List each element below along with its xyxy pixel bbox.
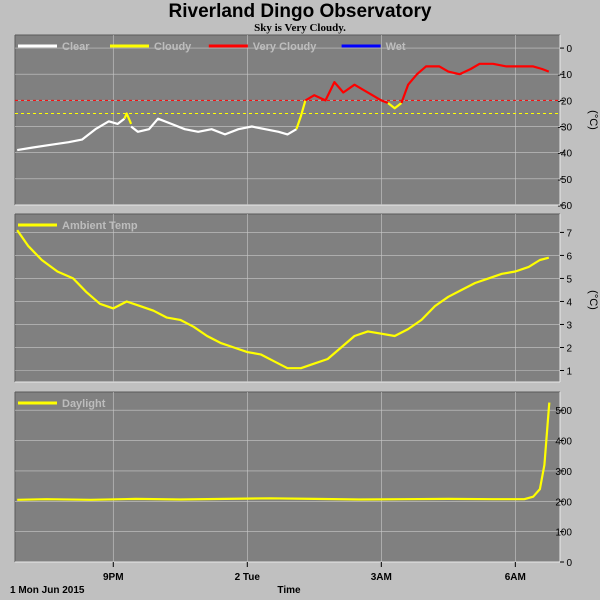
- y-tick-label: 2: [566, 343, 572, 354]
- legend-label-wet: Wet: [386, 41, 406, 53]
- plot-area: [15, 214, 560, 382]
- x-axis-date-label: 1 Mon Jun 2015: [10, 585, 85, 596]
- series-line-cloudy: [295, 100, 307, 130]
- legend-label-ambient-temp: Ambient Temp: [62, 220, 138, 232]
- y-tick-label: 400: [555, 437, 572, 448]
- y-tick-label: 7: [566, 228, 572, 239]
- series-line-cloudy: [123, 112, 133, 125]
- series-line-very-cloudy: [400, 62, 550, 104]
- y-tick-label: 100: [555, 528, 572, 539]
- y-tick-label: 3: [566, 320, 572, 331]
- panel-daylight: 0 100 200 300 400 500 Daylight: [14, 391, 572, 569]
- legend-label-daylight: Daylight: [62, 398, 106, 410]
- y-tick-label: -30: [558, 123, 573, 134]
- series-line-daylight: [17, 402, 551, 501]
- x-axis: 9PM 2 Tue 3AM 6AM 1 Mon Jun 2015 Time: [10, 562, 526, 596]
- y-tick-label: -10: [558, 70, 573, 81]
- y-tick-label: 1: [566, 366, 572, 377]
- y-tick-label: -20: [558, 96, 573, 107]
- series-line-very-cloudy: [304, 80, 389, 105]
- y-tick-label: 500: [555, 406, 572, 417]
- panel-sky: 0 -10 -20 -30 -40 -50 -60 (°C) Clear Cloudy Very C…: [14, 34, 599, 212]
- plot-area: [15, 392, 560, 562]
- y-axis-unit-label: (°C): [587, 110, 599, 130]
- y-tick-label: 200: [555, 497, 572, 508]
- x-axis-title: Time: [277, 585, 301, 596]
- chart-title: Riverland Dingo Observatory: [168, 1, 432, 22]
- sky-status-subtitle: Sky is Very Cloudy.: [254, 22, 346, 34]
- y-tick-label: 6: [566, 251, 572, 262]
- plot-area: [15, 35, 560, 205]
- legend-label-cloudy: Cloudy: [154, 41, 192, 53]
- y-tick-label: 0: [566, 44, 572, 55]
- y-axis-unit-label: (°C): [587, 290, 599, 310]
- y-tick-label: 300: [555, 467, 572, 478]
- series-line-cloudy: [387, 102, 403, 110]
- x-tick-label: 3AM: [371, 572, 392, 583]
- y-tick-label: 4: [566, 297, 572, 308]
- y-tick-label: -40: [558, 149, 573, 160]
- legend-label-clear: Clear: [62, 41, 90, 53]
- x-tick-label: 2 Tue: [235, 572, 261, 583]
- series-line-clear: [130, 117, 297, 136]
- panel-ambient: 1 2 3 4 5 6 7 (°C) Ambient Temp: [14, 213, 599, 383]
- series-line-clear: [17, 117, 126, 152]
- series-line-ambient-temp: [16, 229, 550, 370]
- x-tick-label: 9PM: [103, 572, 124, 583]
- y-tick-label: 5: [566, 274, 572, 285]
- y-tick-label: -50: [558, 175, 573, 186]
- y-tick-label: -60: [558, 201, 573, 212]
- x-tick-label: 6AM: [505, 572, 526, 583]
- legend-label-very-cloudy: Very Cloudy: [253, 41, 317, 53]
- y-tick-label: 0: [566, 558, 572, 569]
